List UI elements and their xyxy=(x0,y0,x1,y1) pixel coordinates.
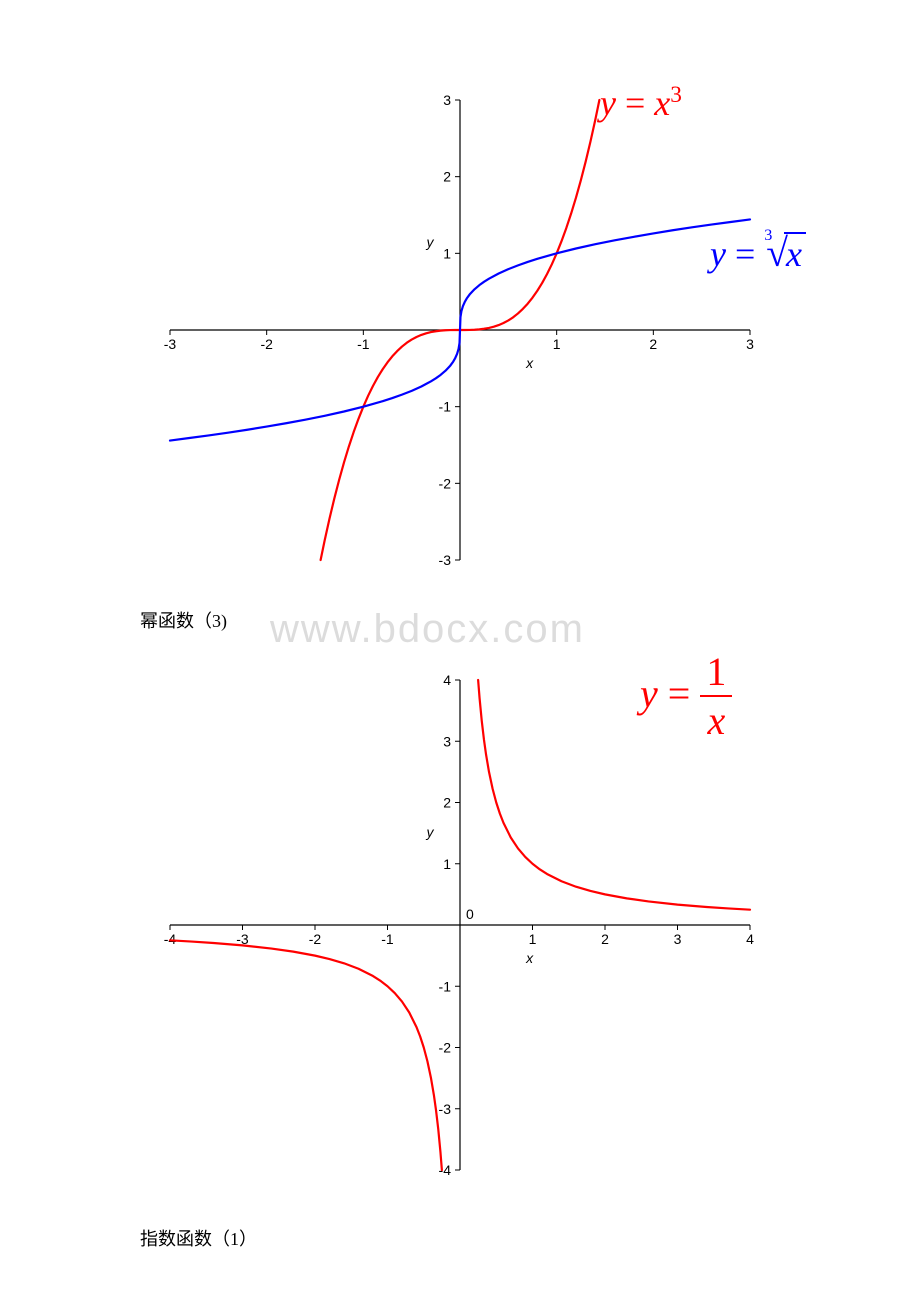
caption-power-3: 幂函数（3) xyxy=(140,607,227,633)
svg-text:3: 3 xyxy=(443,733,451,749)
svg-text:-2: -2 xyxy=(439,475,452,491)
svg-text:3: 3 xyxy=(674,931,682,947)
svg-text:4: 4 xyxy=(746,931,754,947)
svg-text:y: y xyxy=(426,234,435,250)
svg-text:-3: -3 xyxy=(164,336,177,352)
svg-text:2: 2 xyxy=(649,336,657,352)
svg-text:1: 1 xyxy=(443,245,451,261)
watermark: www.bdocx.com xyxy=(270,607,585,652)
svg-text:-4: -4 xyxy=(164,931,177,947)
chart-reciprocal: -4-3-2-11234-4-3-2-112340xy y = 1x xyxy=(150,660,770,1200)
svg-text:1: 1 xyxy=(529,931,537,947)
chart-power-3: -3-2-1123-3-2-1123xy y = x3 y = 3√x xyxy=(150,80,770,590)
svg-text:3: 3 xyxy=(443,92,451,108)
chart1-svg: -3 -2 -1 1 2 3 -3 -2 -1 1 2 3 x y xyxy=(150,80,770,590)
formula-cuberoot: y = 3√x xyxy=(710,230,806,276)
page: -3 -2 -1 1 2 3 -3 -2 -1 1 2 3 x y y = x3 y = 3√x 幂函数（… xyxy=(0,0,920,1302)
svg-text:2: 2 xyxy=(601,931,609,947)
svg-text:4: 4 xyxy=(443,672,451,688)
svg-text:-1: -1 xyxy=(357,336,370,352)
svg-text:-2: -2 xyxy=(309,931,322,947)
svg-text:-1: -1 xyxy=(439,978,452,994)
svg-text:-2: -2 xyxy=(439,1040,452,1056)
svg-text:2: 2 xyxy=(443,169,451,185)
formula-reciprocal: y = 1x xyxy=(640,650,732,746)
svg-text:x: x xyxy=(525,355,534,371)
svg-text:-1: -1 xyxy=(439,399,452,415)
svg-text:1: 1 xyxy=(443,856,451,872)
svg-text:x: x xyxy=(525,950,534,966)
svg-text:y: y xyxy=(426,824,435,840)
svg-text:3: 3 xyxy=(746,336,754,352)
svg-text:2: 2 xyxy=(443,795,451,811)
svg-text:-3: -3 xyxy=(439,1101,452,1117)
formula-cubic: y = x3 xyxy=(600,82,682,124)
svg-text:-1: -1 xyxy=(381,931,394,947)
caption-exp-1: 指数函数（1） xyxy=(140,1225,257,1251)
svg-text:-3: -3 xyxy=(439,552,452,568)
svg-text:-2: -2 xyxy=(260,336,273,352)
svg-text:0: 0 xyxy=(466,906,474,922)
svg-text:1: 1 xyxy=(553,336,561,352)
